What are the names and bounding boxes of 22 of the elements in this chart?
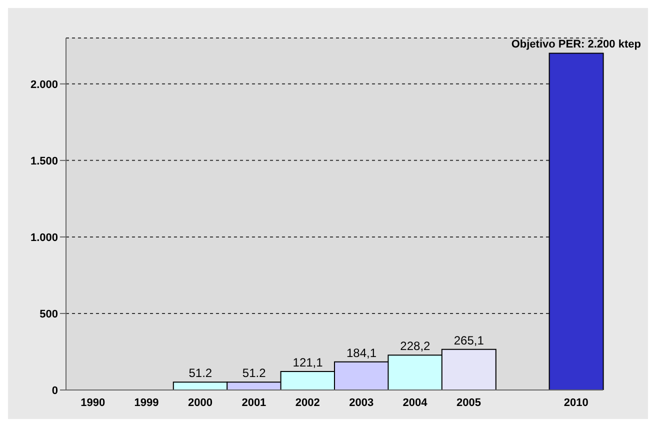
- x-tick-label: 1999: [134, 396, 159, 409]
- x-tick-label: 2000: [188, 396, 212, 409]
- data-label: 51.2: [242, 366, 266, 380]
- data-label: 51.2: [188, 366, 212, 380]
- x-tick-label: 2003: [349, 396, 374, 409]
- y-tick-label: 1.500: [30, 155, 58, 168]
- x-tick-label: 2010: [564, 396, 588, 409]
- data-label: 265,1: [454, 333, 484, 348]
- x-tick-label: 2002: [295, 396, 320, 409]
- data-label: 121,1: [292, 355, 324, 370]
- x-tick-label: 2005: [456, 396, 481, 409]
- x-tick-label: 2001: [242, 396, 266, 409]
- x-tick-label: 2004: [402, 396, 428, 409]
- annotation: Objetivo PER: 2.200 ktep: [511, 38, 642, 50]
- x-tick-label: 1990: [80, 396, 106, 409]
- y-tick-label: 2.000: [30, 78, 58, 91]
- data-label: 228,2: [400, 339, 431, 354]
- bar: [548, 52, 604, 390]
- y-tick-label: 1.000: [30, 232, 58, 244]
- y-tick-label: 500: [40, 308, 58, 320]
- y-tick-label: 0: [52, 384, 58, 397]
- data-label: 184,1: [346, 346, 377, 360]
